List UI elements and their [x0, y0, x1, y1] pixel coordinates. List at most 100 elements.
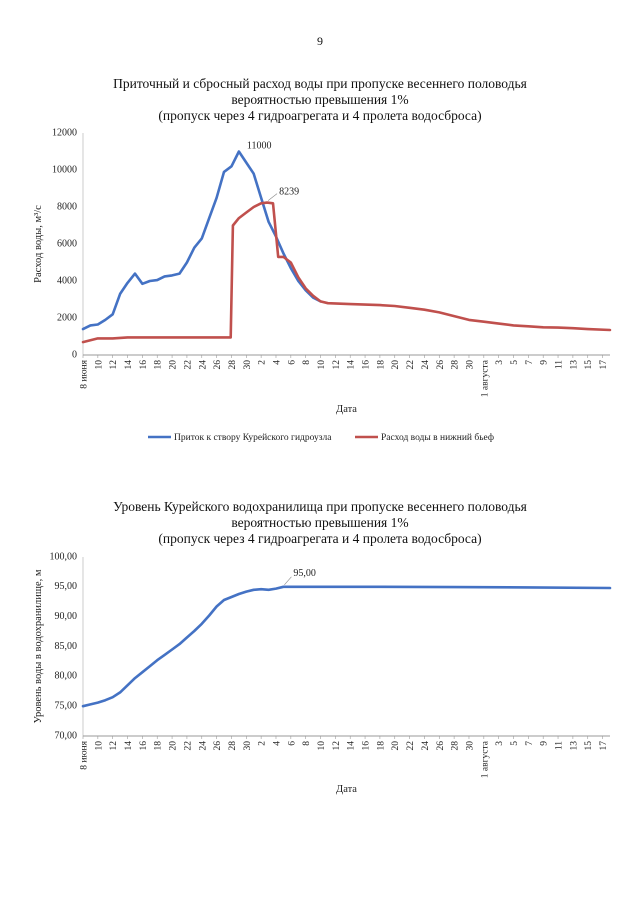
x-tick-label: 1 августа: [480, 359, 490, 397]
y-tick-label: 6000: [57, 238, 77, 249]
x-tick-label: 28: [228, 360, 238, 370]
y-tick-label: 0: [72, 349, 77, 360]
discharge-chart: 0 2000 4000 6000 8000 10000 12000 8 июня 10 12 14 1…: [33, 127, 612, 443]
x-tick-label: 28: [228, 741, 238, 751]
x-tick-label: 12: [109, 741, 119, 751]
x-tick-label: 8 июня: [80, 740, 90, 769]
x-tick-label: 30: [465, 360, 475, 370]
x-tick-label: 15: [584, 741, 594, 751]
x-tick-label: 10: [94, 360, 104, 370]
x-tick-label: 3: [495, 741, 505, 746]
x-tick-label: 24: [198, 741, 208, 751]
y-axis-label: Уровень воды в водохранилище, м: [33, 569, 44, 723]
x-tick-label: 5: [510, 741, 520, 746]
x-tick-label: 12: [332, 741, 342, 751]
x-tick-label: 26: [436, 360, 446, 370]
chart1-title-line-1: Приточный и сбросный расход воды при про…: [113, 76, 527, 91]
y-tick-label: 100,00: [50, 551, 78, 562]
x-tick-label: 13: [569, 360, 579, 370]
x-tick-label: 7: [525, 741, 535, 746]
y-tick-label: 90,00: [55, 611, 78, 622]
x-tick-label: 17: [599, 741, 609, 751]
annotation-leader: [267, 193, 278, 201]
x-tick-label: 30: [465, 741, 475, 751]
x-tick-label: 8: [302, 360, 312, 365]
x-tick-label: 24: [421, 741, 431, 751]
x-tick-label: 16: [362, 360, 372, 370]
chart2-title-line-3: (пропуск через 4 гидроагрегата и 4 проле…: [158, 531, 482, 546]
y-axis-label: Расход воды, м³/с: [33, 205, 44, 283]
y-tick-label: 70,00: [55, 730, 78, 741]
y-tick-label: 12000: [52, 127, 77, 138]
chart2-title-line-2: вероятностью превышения 1%: [231, 515, 409, 530]
x-tick-label: 18: [376, 360, 386, 370]
y-tick-label: 4000: [57, 275, 77, 286]
x-tick-label: 18: [154, 360, 164, 370]
x-tick-label: 6: [287, 741, 297, 746]
x-tick-label: 9: [540, 741, 550, 746]
x-tick-label: 26: [213, 360, 223, 370]
x-tick-label: 14: [347, 741, 357, 751]
x-tick-label: 13: [569, 741, 579, 751]
x-tick-label: 12: [332, 360, 342, 370]
y-tick-label: 80,00: [55, 671, 78, 682]
x-tick-label: 8 июня: [80, 359, 90, 388]
y-tick-label: 95,00: [55, 581, 78, 592]
series-line-1: [81, 150, 322, 331]
x-tick-label: 15: [584, 360, 594, 370]
x-tick-label: 17: [599, 360, 609, 370]
y-tick-label: 85,00: [55, 641, 78, 652]
x-tick-label: 14: [124, 741, 134, 751]
chart2-title: Уровень Курейского водохранилища при про…: [0, 499, 640, 547]
x-tick-label: 5: [510, 360, 520, 365]
x-tick-label: 9: [540, 360, 550, 365]
legend-label-2: Расход воды в нижний бьеф: [381, 432, 494, 443]
x-tick-label: 22: [183, 360, 193, 370]
x-tick-label: 28: [451, 360, 461, 370]
x-tick-label: 20: [391, 741, 401, 751]
x-tick-label: 14: [347, 360, 357, 370]
x-tick-label: 22: [406, 741, 416, 751]
x-tick-label: 11: [555, 741, 565, 750]
chart1-title-line-2: вероятностью превышения 1%: [231, 92, 409, 107]
x-tick-label: 14: [124, 360, 134, 370]
data-label: 11000: [247, 141, 272, 152]
x-tick-label: 16: [139, 741, 149, 751]
y-tick-label: 10000: [52, 164, 77, 175]
series-line-1: [81, 585, 612, 708]
x-tick-label: 10: [94, 741, 104, 751]
chart1-title: Приточный и сбросный расход воды при про…: [0, 76, 640, 124]
x-tick-label: 24: [421, 360, 431, 370]
x-tick-label: 18: [154, 741, 164, 751]
x-tick-label: 1 августа: [480, 740, 490, 778]
page-number: 9: [317, 34, 323, 48]
data-label: 8239: [279, 187, 299, 198]
x-axis-label: Дата: [336, 404, 357, 415]
x-tick-label: 30: [243, 741, 253, 751]
x-tick-label: 10: [317, 741, 327, 751]
x-tick-label: 28: [451, 741, 461, 751]
x-tick-label: 24: [198, 360, 208, 370]
x-tick-label: 22: [183, 741, 193, 751]
x-tick-label: 12: [109, 360, 119, 370]
x-tick-label: 3: [495, 360, 505, 365]
y-tick-label: 75,00: [55, 700, 78, 711]
x-axis-label: Дата: [336, 784, 357, 795]
x-tick-label: 6: [287, 360, 297, 365]
x-tick-label: 7: [525, 360, 535, 365]
legend-label-1: Приток к створу Курейского гидроузла: [174, 432, 332, 443]
data-label: 95,00: [293, 568, 316, 579]
x-tick-label: 20: [169, 360, 179, 370]
x-tick-label: 4: [272, 360, 282, 365]
chart2-title-line-1: Уровень Курейского водохранилища при про…: [113, 499, 527, 514]
x-tick-label: 30: [243, 360, 253, 370]
x-tick-label: 11: [555, 360, 565, 369]
y-tick-label: 2000: [57, 312, 77, 323]
x-tick-label: 2: [258, 360, 268, 365]
x-tick-label: 26: [213, 741, 223, 751]
series-line-2: [81, 201, 612, 344]
x-tick-label: 10: [317, 360, 327, 370]
x-tick-label: 26: [436, 741, 446, 751]
x-tick-label: 2: [258, 741, 268, 746]
